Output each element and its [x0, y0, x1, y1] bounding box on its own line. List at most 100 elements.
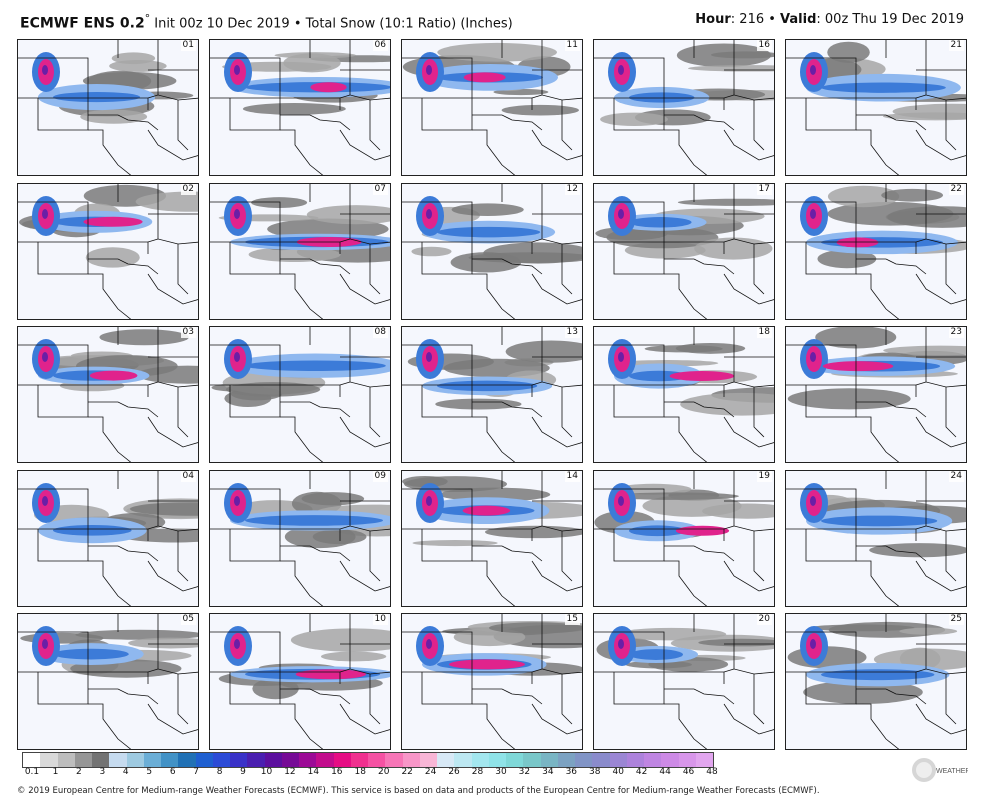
ensemble-member-panel: 02	[17, 182, 199, 320]
legend-tick-label: 20	[377, 767, 390, 777]
legend-swatch	[143, 753, 161, 767]
legend-tick-label: 6	[169, 767, 176, 777]
chart-title: ECMWF ENS 0.2° Init 00z 10 Dec 2019 • To…	[20, 12, 513, 31]
ensemble-member-panel: 16	[593, 39, 775, 176]
ensemble-panel-grid: 01 06 11 16	[17, 39, 967, 751]
ensemble-member-panel: 09	[209, 469, 391, 607]
ensemble-member-panel: 15	[401, 613, 583, 750]
member-number: 15	[564, 614, 580, 625]
legend-tick-label: 4	[122, 767, 129, 777]
ensemble-member-panel: 01	[17, 39, 199, 176]
legend-tick-label: 16	[331, 767, 343, 777]
legend-tick-label: 2	[76, 767, 82, 777]
ensemble-member-panel: 25	[785, 613, 967, 750]
legend-tick-label: 46	[682, 767, 695, 777]
legend-tick-label: 22	[401, 767, 413, 777]
color-legend	[22, 752, 714, 768]
member-number: 06	[372, 40, 388, 51]
legend-tick-label: 48	[706, 767, 718, 777]
legend-swatch	[506, 753, 524, 767]
legend-swatch	[333, 753, 351, 767]
legend-tick-label: 0.1	[24, 767, 40, 777]
legend-swatch	[454, 753, 472, 767]
legend-swatch	[626, 753, 644, 767]
member-number: 10	[372, 614, 388, 625]
legend-swatch	[264, 753, 282, 767]
legend-swatch	[40, 753, 58, 767]
svg-text:WEATHERBELL: WEATHERBELL	[936, 768, 968, 775]
legend-swatch	[437, 753, 455, 767]
ensemble-member-panel: 22	[785, 182, 967, 320]
legend-swatch	[212, 753, 230, 767]
title-rest: Init 00z 10 Dec 2019 • Total Snow (10:1 …	[150, 16, 513, 32]
legend-swatch	[575, 753, 593, 767]
legend-tick-label: 8	[216, 767, 223, 777]
ensemble-member-panel: 08	[209, 326, 391, 463]
member-number: 02	[180, 183, 196, 195]
legend-tick-label: 42	[635, 767, 648, 777]
legend-swatch	[385, 753, 403, 767]
weatherbell-logo: WEATHERBELL	[912, 758, 968, 782]
ensemble-member-panel: 18	[593, 326, 775, 463]
ensemble-member-panel: 10	[209, 613, 391, 750]
legend-swatch	[661, 753, 679, 767]
legend-tick-label: 36	[565, 767, 578, 777]
ensemble-member-panel: 17	[593, 182, 775, 320]
legend-tick-label: 32	[518, 767, 531, 777]
legend-swatch	[488, 753, 506, 767]
valid-value: : 00z Thu 19 Dec 2019	[816, 12, 964, 27]
ensemble-member-panel: 03	[17, 326, 199, 463]
ensemble-member-panel: 11	[401, 39, 583, 176]
member-number: 17	[756, 183, 772, 195]
legend-tick-label: 1	[52, 767, 59, 777]
legend-swatch	[695, 753, 713, 767]
legend-tick-label: 10	[260, 767, 273, 777]
member-number: 22	[948, 183, 964, 195]
valid-time: Hour: 216 • Valid: 00z Thu 19 Dec 2019	[695, 12, 964, 27]
legend-swatch	[57, 753, 75, 767]
ensemble-member-panel: 05	[17, 613, 199, 750]
legend-swatch	[316, 753, 334, 767]
legend-swatch	[592, 753, 610, 767]
legend-tick-label: 3	[99, 767, 106, 777]
member-number: 24	[948, 470, 964, 482]
member-number: 09	[372, 470, 388, 482]
legend-tick-label: 34	[542, 767, 554, 777]
legend-swatch	[419, 753, 437, 767]
legend-swatch	[247, 753, 265, 767]
ensemble-member-panel: 23	[785, 326, 967, 463]
legend-tick-label: 44	[659, 767, 671, 777]
legend-swatch	[74, 753, 92, 767]
legend-swatch	[609, 753, 627, 767]
valid-label: Valid	[780, 12, 817, 27]
ensemble-member-panel: 13	[401, 326, 583, 463]
legend-tick-label: 40	[612, 767, 624, 777]
ensemble-member-panel: 20	[593, 613, 775, 750]
legend-swatch	[161, 753, 179, 767]
member-number: 21	[948, 40, 964, 51]
ensemble-member-panel: 12	[401, 182, 583, 320]
member-number: 01	[180, 40, 196, 51]
legend-tick-label: 12	[284, 767, 296, 777]
member-number: 23	[948, 327, 964, 338]
member-number: 19	[756, 470, 772, 482]
legend-swatch	[557, 753, 575, 767]
member-number: 03	[180, 327, 196, 338]
legend-tick-label: 14	[307, 767, 320, 777]
member-number: 11	[564, 40, 580, 51]
member-number: 20	[756, 614, 772, 625]
legend-tick-label: 9	[240, 767, 246, 777]
ensemble-member-panel: 14	[401, 469, 583, 607]
legend-swatch	[178, 753, 196, 767]
hour-label: Hour	[695, 12, 731, 27]
legend-swatch	[540, 753, 558, 767]
legend-tick-label: 30	[495, 767, 507, 777]
ensemble-member-panel: 19	[593, 469, 775, 607]
legend-swatch	[92, 753, 110, 767]
legend-swatch	[23, 753, 41, 767]
legend-tick-label: 28	[471, 767, 484, 777]
ensemble-member-panel: 07	[209, 182, 391, 320]
ensemble-member-panel: 21	[785, 39, 967, 176]
legend-swatch	[230, 753, 248, 767]
legend-tick-label: 5	[146, 767, 153, 777]
